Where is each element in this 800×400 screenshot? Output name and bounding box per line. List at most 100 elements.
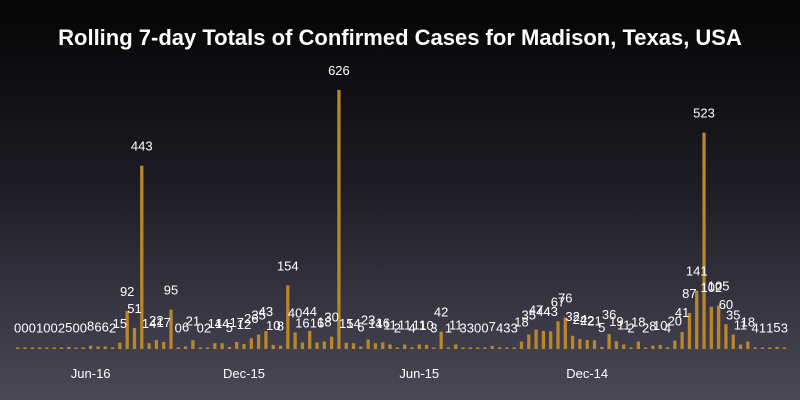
x-tick-label: Jun-16	[71, 366, 111, 381]
bar	[381, 342, 385, 349]
bar-value-label: 6	[102, 320, 109, 335]
bar-value-label: 2	[204, 321, 211, 336]
bar-value-label: 14	[215, 316, 229, 331]
bar	[286, 285, 290, 349]
bar	[176, 347, 180, 349]
bar-value-label: 0	[43, 321, 50, 336]
bar	[45, 347, 49, 349]
bars-group	[16, 90, 786, 349]
bar-value-label: 3	[503, 321, 510, 336]
bar	[483, 347, 487, 349]
bar-value-label: 14	[142, 316, 156, 331]
bar	[198, 347, 202, 349]
bar-value-label: 17	[156, 315, 170, 330]
bar-value-label: 35	[251, 308, 265, 323]
bar-value-label: 2	[642, 321, 649, 336]
bar-value-label: 0	[72, 321, 79, 336]
bar	[468, 347, 473, 349]
bar-value-label: 16	[376, 315, 390, 330]
bar-value-label: 10	[653, 318, 667, 333]
bar	[570, 335, 575, 349]
bar	[476, 347, 480, 349]
bar	[118, 342, 122, 349]
bar-value-label: 1	[36, 321, 43, 336]
bar	[651, 345, 655, 349]
bar	[351, 343, 356, 349]
bar	[235, 341, 239, 349]
bar-value-label: 43	[259, 304, 273, 319]
bar-value-label: 15	[113, 316, 127, 331]
bar	[702, 132, 706, 349]
bar-value-label: 30	[324, 310, 338, 325]
bar-value-label: 51	[127, 301, 141, 316]
bar-value-label: 141	[686, 264, 708, 279]
bar	[67, 346, 71, 349]
bar	[125, 310, 129, 349]
bar	[103, 346, 107, 349]
bar	[636, 341, 640, 349]
bar	[132, 327, 137, 349]
bar	[665, 347, 670, 349]
bar	[30, 347, 34, 349]
bar	[497, 347, 502, 349]
bar	[731, 334, 735, 349]
bar-value-label: 47	[529, 303, 543, 318]
bar-value-label: 0	[197, 321, 204, 336]
bar	[308, 330, 312, 349]
bar-value-label: 105	[708, 279, 730, 294]
bar	[395, 347, 399, 349]
bar-value-label: 22	[580, 313, 594, 328]
bar	[162, 341, 166, 349]
bar-value-label: 76	[558, 291, 572, 306]
bar	[490, 346, 494, 349]
bar-value-label: 14	[368, 316, 382, 331]
bar	[37, 347, 42, 349]
bar-value-label: 0	[21, 321, 28, 336]
bar	[183, 346, 188, 349]
bar	[52, 347, 56, 349]
bar-value-label: 44	[536, 304, 550, 319]
bar-value-label: 24	[573, 312, 587, 327]
bar-value-label: 14	[346, 316, 360, 331]
bar	[760, 347, 765, 349]
bar-value-label: 15	[339, 316, 353, 331]
bar	[709, 306, 713, 349]
bar	[519, 341, 524, 349]
bar	[746, 341, 750, 349]
bar-value-label: 32	[565, 309, 579, 324]
bar-value-label: 26	[244, 311, 258, 326]
bar-value-label: 18	[631, 315, 645, 330]
bar	[315, 342, 319, 349]
bar-value-label: 12	[237, 317, 251, 332]
bar	[256, 334, 261, 349]
bar-value-label: 6	[357, 320, 364, 335]
bar-value-label: 0	[80, 321, 87, 336]
bar-value-label: 19	[609, 314, 623, 329]
bar-value-label: 35	[522, 308, 536, 323]
bar-value-label: 10	[419, 318, 433, 333]
bar-value-label: 42	[434, 305, 448, 320]
bar	[81, 347, 86, 349]
bar	[629, 347, 633, 349]
bar-value-label: 11	[617, 317, 631, 332]
bar-value-label: 3	[459, 321, 466, 336]
bar-value-label: 8	[87, 319, 94, 334]
bar	[454, 344, 458, 349]
bar-value-label: 1	[445, 321, 452, 336]
bar-value-label: 92	[120, 284, 134, 299]
bar-value-label: 154	[277, 258, 299, 273]
bar-value-label: 87	[682, 286, 696, 301]
bar-value-label: 11	[734, 317, 748, 332]
bar-value-label: 11	[413, 317, 427, 332]
bar-value-label: 2	[627, 321, 634, 336]
bar	[782, 347, 786, 349]
bar-value-label: 3	[781, 321, 788, 336]
bar-value-label: 523	[693, 106, 715, 121]
bar	[278, 345, 283, 349]
bar	[227, 346, 232, 349]
bar	[622, 344, 626, 349]
bar	[505, 347, 509, 349]
bar	[16, 347, 20, 349]
bar	[329, 336, 334, 349]
